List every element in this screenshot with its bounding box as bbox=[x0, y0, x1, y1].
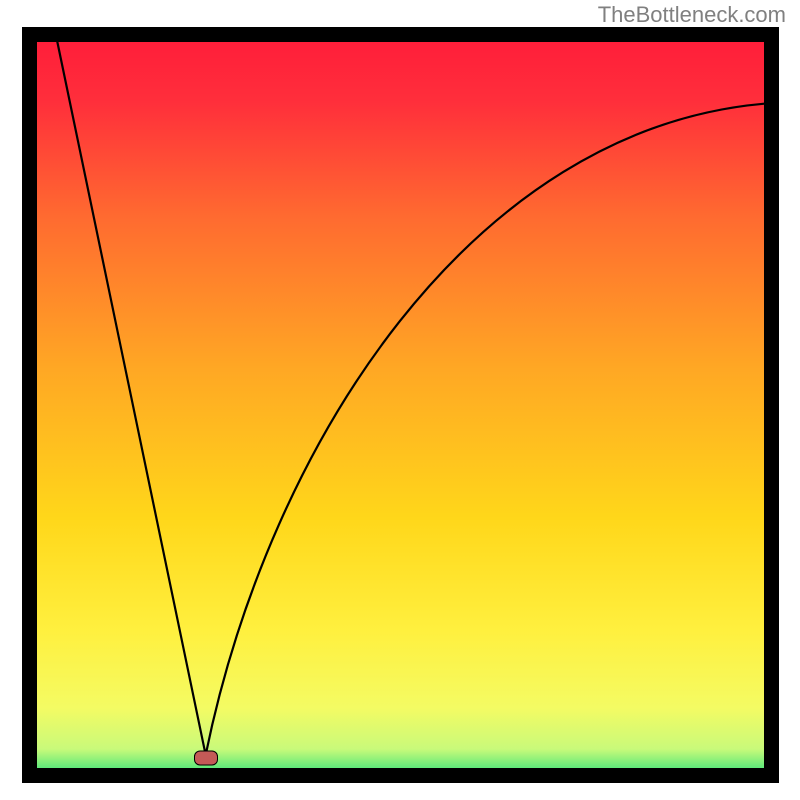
plot-background-gradient bbox=[22, 27, 779, 783]
plot-area bbox=[22, 27, 779, 783]
minimum-marker bbox=[194, 750, 218, 765]
watermark-text: TheBottleneck.com bbox=[598, 2, 786, 28]
chart-container: TheBottleneck.com bbox=[0, 0, 800, 800]
